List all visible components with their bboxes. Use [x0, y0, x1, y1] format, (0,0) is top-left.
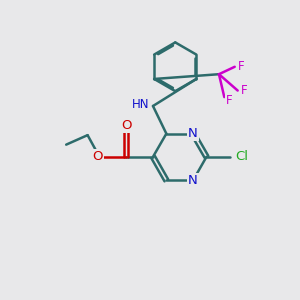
Text: O: O — [93, 150, 103, 163]
Text: O: O — [121, 119, 131, 132]
Text: F: F — [226, 94, 232, 107]
Text: Cl: Cl — [235, 150, 248, 163]
Text: HN: HN — [132, 98, 149, 111]
Text: F: F — [238, 60, 245, 73]
Text: F: F — [241, 84, 248, 97]
Text: N: N — [188, 174, 198, 187]
Text: N: N — [188, 127, 198, 140]
